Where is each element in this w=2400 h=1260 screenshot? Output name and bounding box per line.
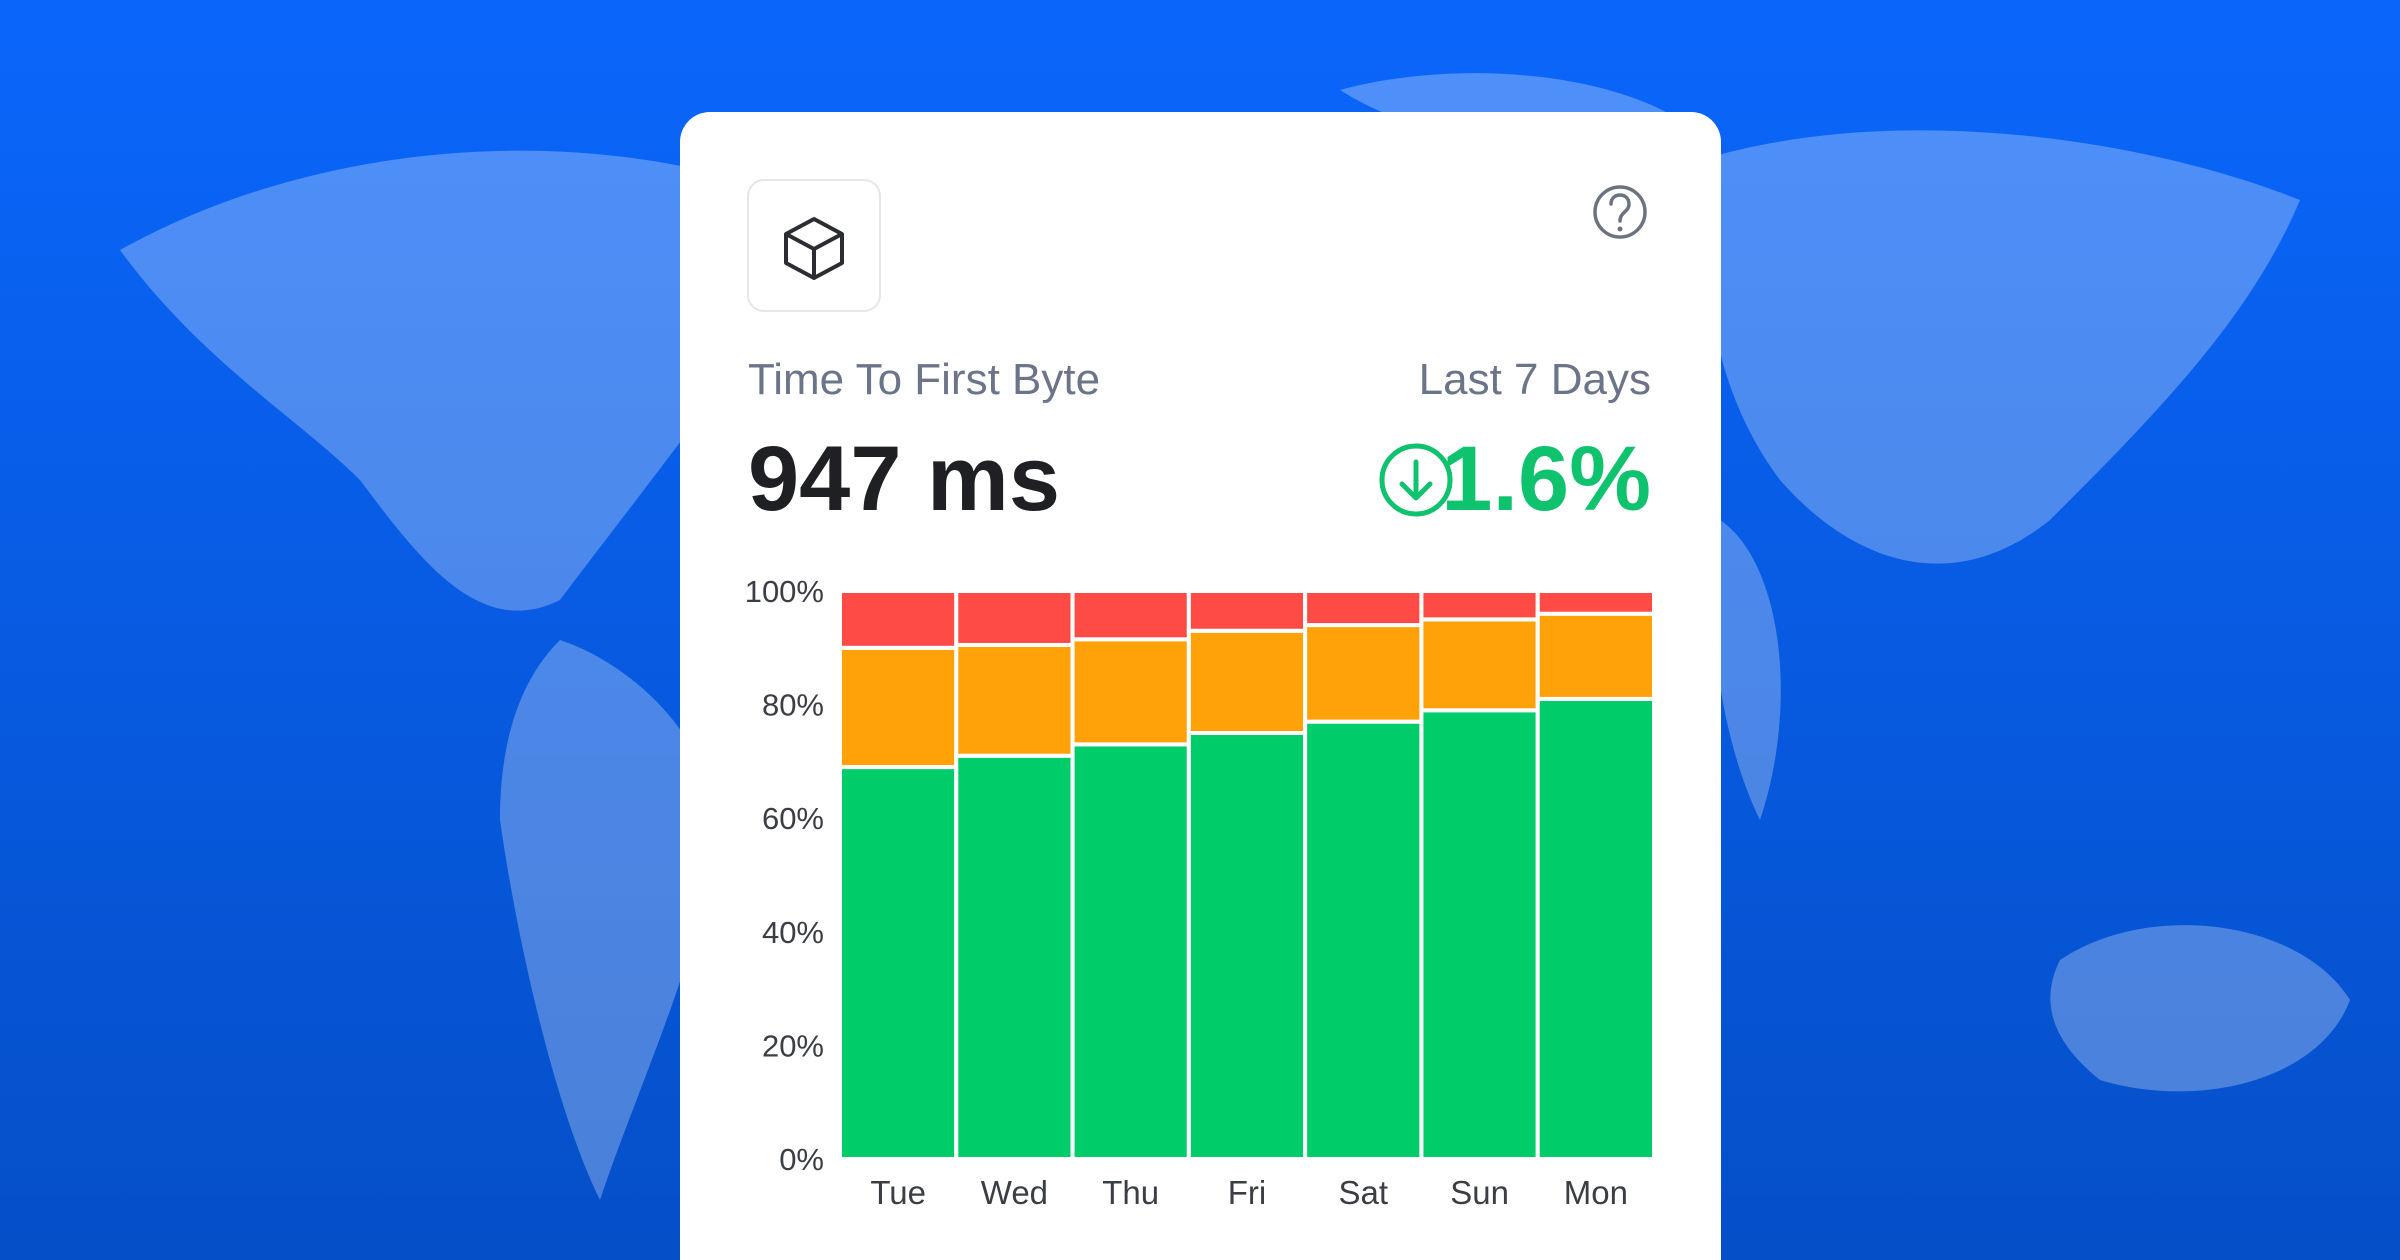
x-tick-label: Thu bbox=[1102, 1174, 1159, 1211]
change-value: 1.6% bbox=[1441, 428, 1651, 530]
bar-segment bbox=[954, 753, 1075, 1161]
cube-icon bbox=[784, 217, 844, 280]
help-button[interactable] bbox=[1593, 185, 1647, 239]
bar-segment bbox=[1186, 628, 1308, 736]
x-tick-label: Sat bbox=[1339, 1174, 1389, 1211]
bar-segment bbox=[1303, 719, 1424, 1161]
period-label: Last 7 Days bbox=[1419, 355, 1651, 404]
x-tick-label: Sun bbox=[1450, 1174, 1509, 1211]
down-arrow-icon bbox=[1379, 443, 1453, 517]
bar-segment bbox=[954, 589, 1075, 647]
bar-segment bbox=[1419, 708, 1540, 1162]
bar-segment bbox=[1186, 731, 1308, 1161]
bar-segment bbox=[1419, 589, 1540, 622]
x-tick-label: Wed bbox=[981, 1174, 1048, 1211]
y-tick-label: 60% bbox=[762, 801, 824, 836]
x-tick-label: Mon bbox=[1564, 1174, 1628, 1211]
metric-title: Time To First Byte bbox=[748, 355, 1100, 404]
y-tick-label: 80% bbox=[762, 688, 824, 723]
headline-value: 947 ms bbox=[748, 428, 1060, 530]
bar-segment bbox=[1535, 589, 1656, 616]
bar-segment bbox=[1070, 637, 1191, 747]
bar-segment bbox=[1303, 623, 1424, 724]
bar-segment bbox=[954, 642, 1075, 758]
chart: 0% 20% 40% 60% 80% 100% Tue Wed Thu Fri Sat Sun Mon bbox=[745, 574, 1656, 1211]
y-tick-label: 100% bbox=[745, 574, 824, 609]
bar-segment bbox=[1535, 611, 1656, 701]
bar-segment bbox=[1419, 617, 1540, 713]
x-tick-label: Fri bbox=[1228, 1174, 1266, 1211]
bar-segment bbox=[1535, 696, 1656, 1161]
bar-segment bbox=[1303, 589, 1424, 628]
bar-segment bbox=[838, 645, 959, 770]
y-tick-label: 40% bbox=[762, 915, 824, 950]
y-tick-label: 20% bbox=[762, 1028, 824, 1063]
bar-segment bbox=[1070, 589, 1191, 642]
x-tick-label: Tue bbox=[870, 1174, 926, 1211]
icon-box bbox=[747, 179, 881, 312]
bar-segment bbox=[1070, 742, 1191, 1161]
y-tick-label: 0% bbox=[779, 1142, 824, 1177]
bar-segment bbox=[1186, 589, 1308, 633]
bar-segment bbox=[838, 589, 959, 650]
bar-segment bbox=[838, 765, 959, 1162]
